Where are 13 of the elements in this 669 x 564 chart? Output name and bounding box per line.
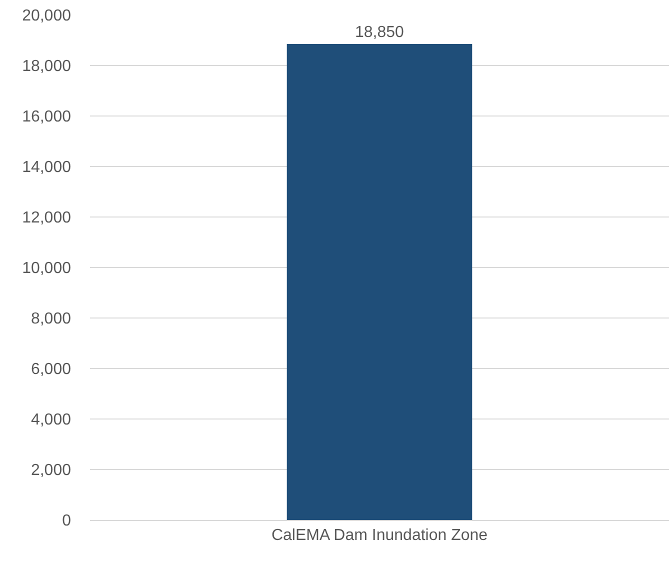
- y-tick-label: 6,000: [30, 361, 72, 378]
- y-tick-label: 4,000: [30, 412, 72, 429]
- y-tick-label: 2,000: [30, 462, 72, 480]
- y-tick-label: 0: [62, 512, 72, 530]
- y-tick-label: 12,000: [22, 210, 72, 227]
- y-tick-label: 18,000: [22, 58, 72, 76]
- data-label: 18,850: [354, 24, 404, 42]
- y-tick-label: 20,000: [22, 8, 72, 25]
- y-tick-label: 16,000: [22, 108, 72, 126]
- y-tick-label: 8,000: [30, 310, 72, 328]
- y-tick-label: 14,000: [22, 159, 72, 176]
- y-tick-label: 10,000: [22, 260, 72, 278]
- x-tick-label: CalEMA Dam Inundation Zone: [271, 527, 488, 544]
